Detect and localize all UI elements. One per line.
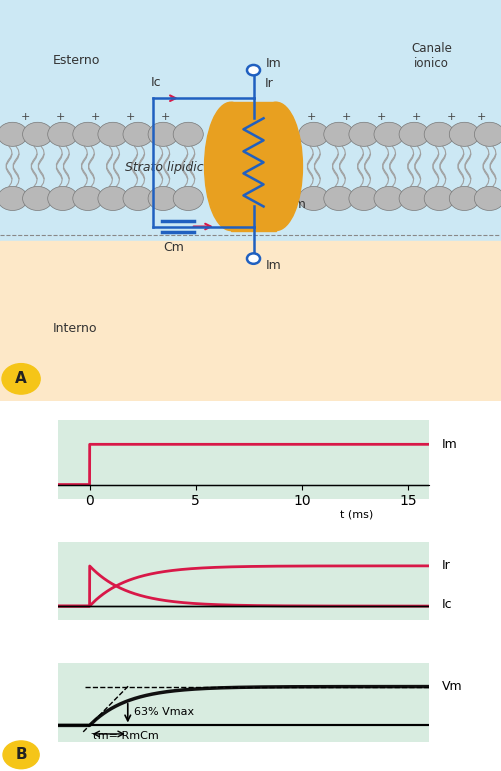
Circle shape xyxy=(148,187,178,210)
Text: Ir: Ir xyxy=(264,77,273,90)
Circle shape xyxy=(173,187,203,210)
Text: Strato lipidico: Strato lipidico xyxy=(125,161,211,174)
Text: Esterno: Esterno xyxy=(53,54,100,66)
Text: Vm: Vm xyxy=(441,680,461,693)
Circle shape xyxy=(3,741,39,769)
Text: Rm: Rm xyxy=(286,198,307,211)
Text: t (ms): t (ms) xyxy=(339,510,373,520)
Circle shape xyxy=(23,123,53,146)
Text: Ic: Ic xyxy=(150,76,161,89)
Circle shape xyxy=(448,123,478,146)
Text: Im: Im xyxy=(441,438,457,451)
Text: +: + xyxy=(376,112,385,122)
Circle shape xyxy=(473,187,501,210)
Text: Cm: Cm xyxy=(162,241,183,254)
Circle shape xyxy=(298,123,328,146)
Circle shape xyxy=(323,123,353,146)
Text: Canale
ionico: Canale ionico xyxy=(410,42,451,70)
Circle shape xyxy=(148,123,178,146)
Circle shape xyxy=(123,123,153,146)
Text: +: + xyxy=(341,112,350,122)
Circle shape xyxy=(423,187,453,210)
Text: +: + xyxy=(306,112,315,122)
Circle shape xyxy=(98,123,128,146)
Circle shape xyxy=(298,187,328,210)
Circle shape xyxy=(73,187,103,210)
Text: Interno: Interno xyxy=(53,322,97,335)
Text: +: + xyxy=(91,112,100,122)
Circle shape xyxy=(373,187,403,210)
Circle shape xyxy=(423,123,453,146)
Text: +: + xyxy=(161,112,170,122)
Text: +: + xyxy=(411,112,420,122)
Circle shape xyxy=(48,123,78,146)
Text: Im: Im xyxy=(266,57,281,70)
Text: Ic: Ic xyxy=(441,598,452,611)
Bar xyxy=(0,0,501,241)
Bar xyxy=(230,103,276,231)
Circle shape xyxy=(2,364,40,394)
Ellipse shape xyxy=(249,103,302,231)
Text: τm= RmCm: τm= RmCm xyxy=(91,732,158,742)
Circle shape xyxy=(323,187,353,210)
Text: B: B xyxy=(15,747,27,763)
Text: A: A xyxy=(15,372,27,386)
Circle shape xyxy=(123,187,153,210)
Circle shape xyxy=(23,187,53,210)
Circle shape xyxy=(0,123,28,146)
Circle shape xyxy=(373,123,403,146)
Circle shape xyxy=(246,254,260,264)
Text: 63% Vmax: 63% Vmax xyxy=(134,706,194,716)
Circle shape xyxy=(398,123,428,146)
Ellipse shape xyxy=(204,103,257,231)
Circle shape xyxy=(246,65,260,76)
Text: Ir: Ir xyxy=(441,560,450,572)
Circle shape xyxy=(98,187,128,210)
Circle shape xyxy=(473,123,501,146)
Circle shape xyxy=(0,187,28,210)
Text: +: + xyxy=(446,112,455,122)
Text: Im: Im xyxy=(266,259,281,272)
Text: +: + xyxy=(126,112,135,122)
Circle shape xyxy=(348,123,378,146)
Text: +: + xyxy=(56,112,65,122)
Circle shape xyxy=(448,187,478,210)
Circle shape xyxy=(173,123,203,146)
Circle shape xyxy=(48,187,78,210)
Circle shape xyxy=(398,187,428,210)
Bar xyxy=(0,241,501,401)
Circle shape xyxy=(73,123,103,146)
Circle shape xyxy=(348,187,378,210)
Text: +: + xyxy=(476,112,485,122)
Text: +: + xyxy=(21,112,30,122)
